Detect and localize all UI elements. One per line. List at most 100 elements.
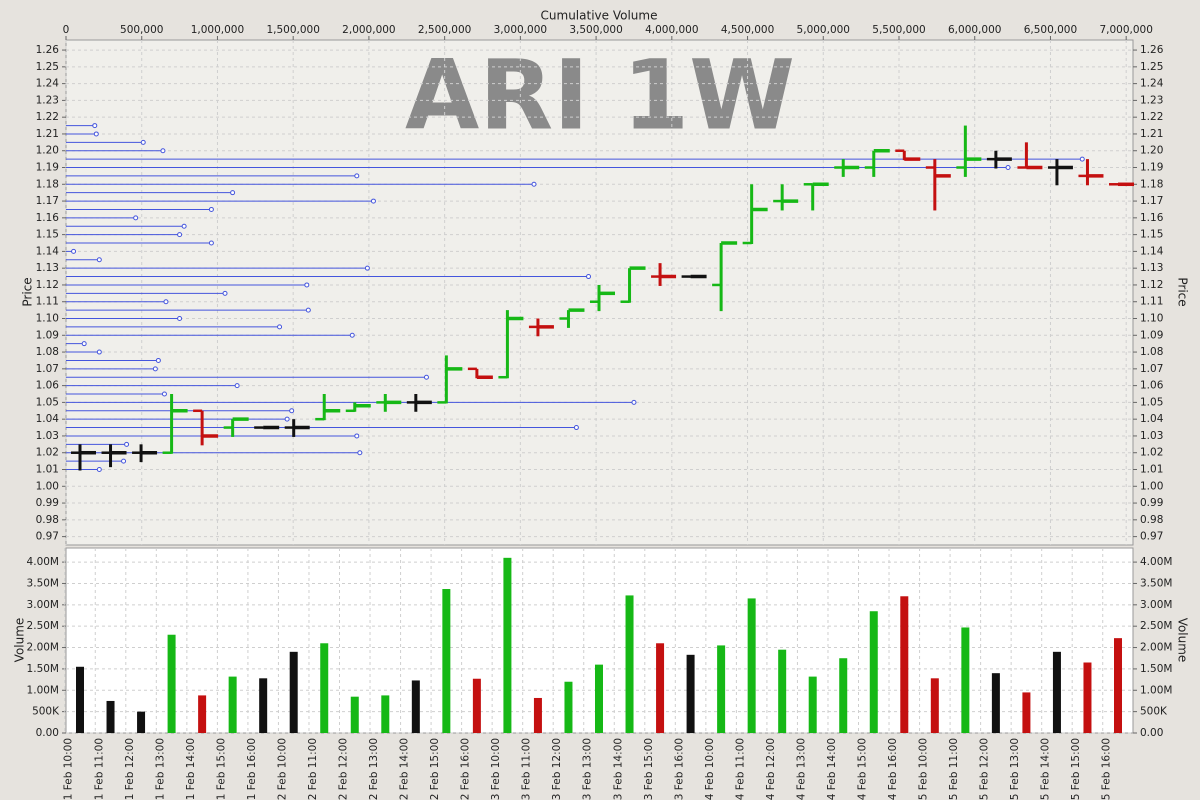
- y-tick-label: 0.97: [36, 531, 59, 543]
- y-tick-label-right: 1.14: [1140, 245, 1164, 257]
- x-tick-label: 15 Feb 13:00: [1009, 738, 1021, 800]
- volume-bar: [1022, 692, 1031, 733]
- volume-profile-end: [1005, 165, 1011, 171]
- x-tick-label: 1,500,000: [266, 24, 319, 36]
- y-tick-label: 1.17: [36, 195, 59, 207]
- x-tick-label: 15 Feb 15:00: [1070, 738, 1082, 800]
- y-tick-label: 2.50M: [27, 620, 59, 632]
- volume-profile-end: [586, 274, 592, 280]
- y-tick-label: 1.22: [36, 111, 59, 123]
- volume-profile-end: [631, 399, 637, 405]
- volume-profile-end: [305, 307, 311, 313]
- x-tick-label: 14 Feb 11:00: [734, 738, 746, 800]
- x-tick-label: 6,000,000: [948, 24, 1001, 36]
- volume-bar: [564, 681, 573, 733]
- x-tick-label: 1,000,000: [191, 24, 244, 36]
- x-tick-label: 6,500,000: [1024, 24, 1077, 36]
- y-tick-label: 1.21: [36, 128, 59, 140]
- volume-profile-end: [573, 425, 579, 431]
- volume-profile-end: [177, 232, 183, 238]
- y-tick-label-right: 1.01: [1140, 464, 1163, 476]
- x-tick-label: 13 Feb 10:00: [490, 738, 502, 800]
- volume-profile-end: [284, 416, 290, 422]
- volume-profile-end: [140, 139, 146, 145]
- y-tick-label-right: 0.97: [1140, 531, 1163, 543]
- y-tick-label-right: 1.11: [1140, 296, 1163, 308]
- volume-profile-end: [531, 181, 537, 187]
- y-tick-label-right: 1.16: [1140, 212, 1164, 224]
- y-tick-label: 1.01: [36, 464, 59, 476]
- y-tick-label: 1.24: [36, 78, 60, 90]
- y-tick-label: 1.13: [36, 262, 59, 274]
- volume-profile-end: [208, 240, 214, 246]
- volume-profile-end: [277, 324, 283, 330]
- y-tick-label-right: 1.12: [1140, 279, 1163, 291]
- y-tick-label-right: 1.04: [1140, 413, 1164, 425]
- y-tick-label: 1.18: [36, 178, 59, 190]
- volume-bar: [747, 598, 756, 733]
- volume-profile-end: [93, 131, 99, 137]
- volume-bar: [595, 664, 603, 733]
- volume-bar: [778, 649, 787, 733]
- y-tick-label: 1.12: [36, 279, 59, 291]
- x-tick-label: 13 Feb 15:00: [643, 738, 655, 800]
- volume-bar: [717, 645, 726, 733]
- y-tick-label-right: 1.15: [1140, 229, 1163, 241]
- y-tick-label: 1.07: [36, 363, 59, 375]
- volume-bar: [900, 596, 909, 733]
- volume-bar: [76, 666, 84, 733]
- x-tick-label: 12 Feb 12:00: [338, 738, 350, 800]
- y-tick-label: 1.06: [36, 380, 60, 392]
- volume-profile-end: [354, 433, 360, 439]
- x-tick-label: 11 Feb 13:00: [154, 738, 166, 800]
- volume-profile-end: [370, 198, 376, 204]
- volume-profile-end: [160, 148, 166, 154]
- y-tick-label-right: 0.00: [1140, 727, 1163, 739]
- x-tick-label: 11 Feb 15:00: [215, 738, 227, 800]
- x-tick-label: 14 Feb 15:00: [857, 738, 869, 800]
- x-tick-label: 15 Feb 16:00: [1101, 738, 1113, 800]
- y-tick-label: 1.15: [36, 229, 59, 241]
- y-tick-label-right: 0.98: [1140, 514, 1163, 526]
- x-tick-label: 15 Feb 11:00: [948, 738, 960, 800]
- y-tick-label: 3.00M: [27, 599, 59, 611]
- x-tick-label: 5,500,000: [872, 24, 925, 36]
- y-tick-label: 1.04: [36, 413, 60, 425]
- volume-profile-end: [96, 467, 102, 473]
- volume-bar: [137, 711, 146, 733]
- volume-profile-end: [304, 282, 310, 288]
- x-tick-label: 12 Feb 10:00: [276, 738, 288, 800]
- volume-bar: [259, 678, 268, 733]
- y-tick-label-right: 1.20: [1140, 145, 1163, 157]
- y-tick-label-right: 500K: [1140, 706, 1168, 718]
- y-tick-label: 1.20: [36, 145, 59, 157]
- y-tick-label-right: 1.00: [1140, 480, 1163, 492]
- y-tick-label-right: 1.08: [1140, 346, 1163, 358]
- x-tick-label: 2,500,000: [418, 24, 471, 36]
- y-tick-label: 1.03: [36, 430, 59, 442]
- volume-profile-end: [349, 332, 355, 338]
- x-tick-label: 11 Feb 14:00: [185, 738, 197, 800]
- y-tick-label: 1.16: [36, 212, 60, 224]
- volume-profile-end: [96, 349, 102, 355]
- x-tick-label: 13 Feb 12:00: [551, 738, 563, 800]
- y-tick-label-right: 1.26: [1140, 44, 1164, 56]
- volume-profile-end: [96, 257, 102, 263]
- y-tick-label-right: 1.09: [1140, 329, 1163, 341]
- volume-bar: [930, 678, 939, 733]
- x-tick-label: 14 Feb 12:00: [765, 738, 777, 800]
- volume-bar: [839, 658, 848, 733]
- volume-bar: [442, 589, 451, 733]
- x-tick-label: 12 Feb 16:00: [460, 738, 472, 800]
- y-tick-label-right: 1.23: [1140, 94, 1163, 106]
- volume-profile-end: [181, 223, 187, 229]
- x-tick-label: 0: [63, 24, 70, 36]
- volume-profile-end: [177, 316, 183, 322]
- volume-bar: [869, 611, 878, 733]
- y-axis-title: Price: [21, 277, 35, 306]
- x-tick-label: 14 Feb 13:00: [795, 738, 807, 800]
- y-tick-label: 3.50M: [27, 577, 59, 589]
- y-tick-label: 1.25: [36, 61, 59, 73]
- y-tick-label-right: 2.00M: [1140, 642, 1172, 654]
- volume-bar: [320, 643, 329, 733]
